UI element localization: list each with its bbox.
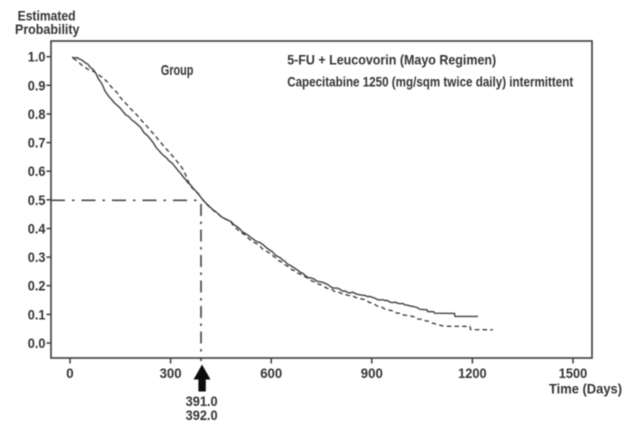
svg-text:Estimated: Estimated: [18, 7, 76, 23]
svg-text:5-FU + Leucovorin (Mayo Regime: 5-FU + Leucovorin (Mayo Regimen): [287, 52, 496, 68]
svg-text:300: 300: [160, 365, 182, 381]
svg-text:0.4: 0.4: [28, 221, 46, 237]
svg-text:0.7: 0.7: [28, 135, 46, 151]
svg-text:0: 0: [66, 365, 74, 381]
svg-text:0.6: 0.6: [28, 163, 46, 179]
svg-text:1500: 1500: [559, 365, 588, 381]
svg-text:1.0: 1.0: [28, 49, 46, 65]
svg-text:Capecitabine 1250 (mg/sqm twic: Capecitabine 1250 (mg/sqm twice daily) i…: [287, 73, 573, 89]
svg-text:Group: Group: [161, 62, 194, 79]
svg-text:900: 900: [361, 365, 383, 381]
svg-text:391.0: 391.0: [186, 393, 218, 409]
svg-text:1200: 1200: [458, 365, 487, 381]
svg-text:392.0: 392.0: [186, 407, 218, 423]
svg-text:0.2: 0.2: [28, 278, 46, 294]
svg-text:0.9: 0.9: [28, 77, 46, 93]
svg-text:Time (Days): Time (Days): [549, 381, 622, 397]
svg-text:600: 600: [260, 365, 282, 381]
svg-text:0.1: 0.1: [28, 306, 46, 322]
svg-text:Probability: Probability: [15, 21, 80, 37]
svg-text:0.8: 0.8: [28, 106, 46, 122]
svg-text:0.5: 0.5: [28, 192, 46, 208]
svg-text:0.0: 0.0: [28, 335, 46, 351]
svg-text:0.3: 0.3: [28, 249, 46, 265]
